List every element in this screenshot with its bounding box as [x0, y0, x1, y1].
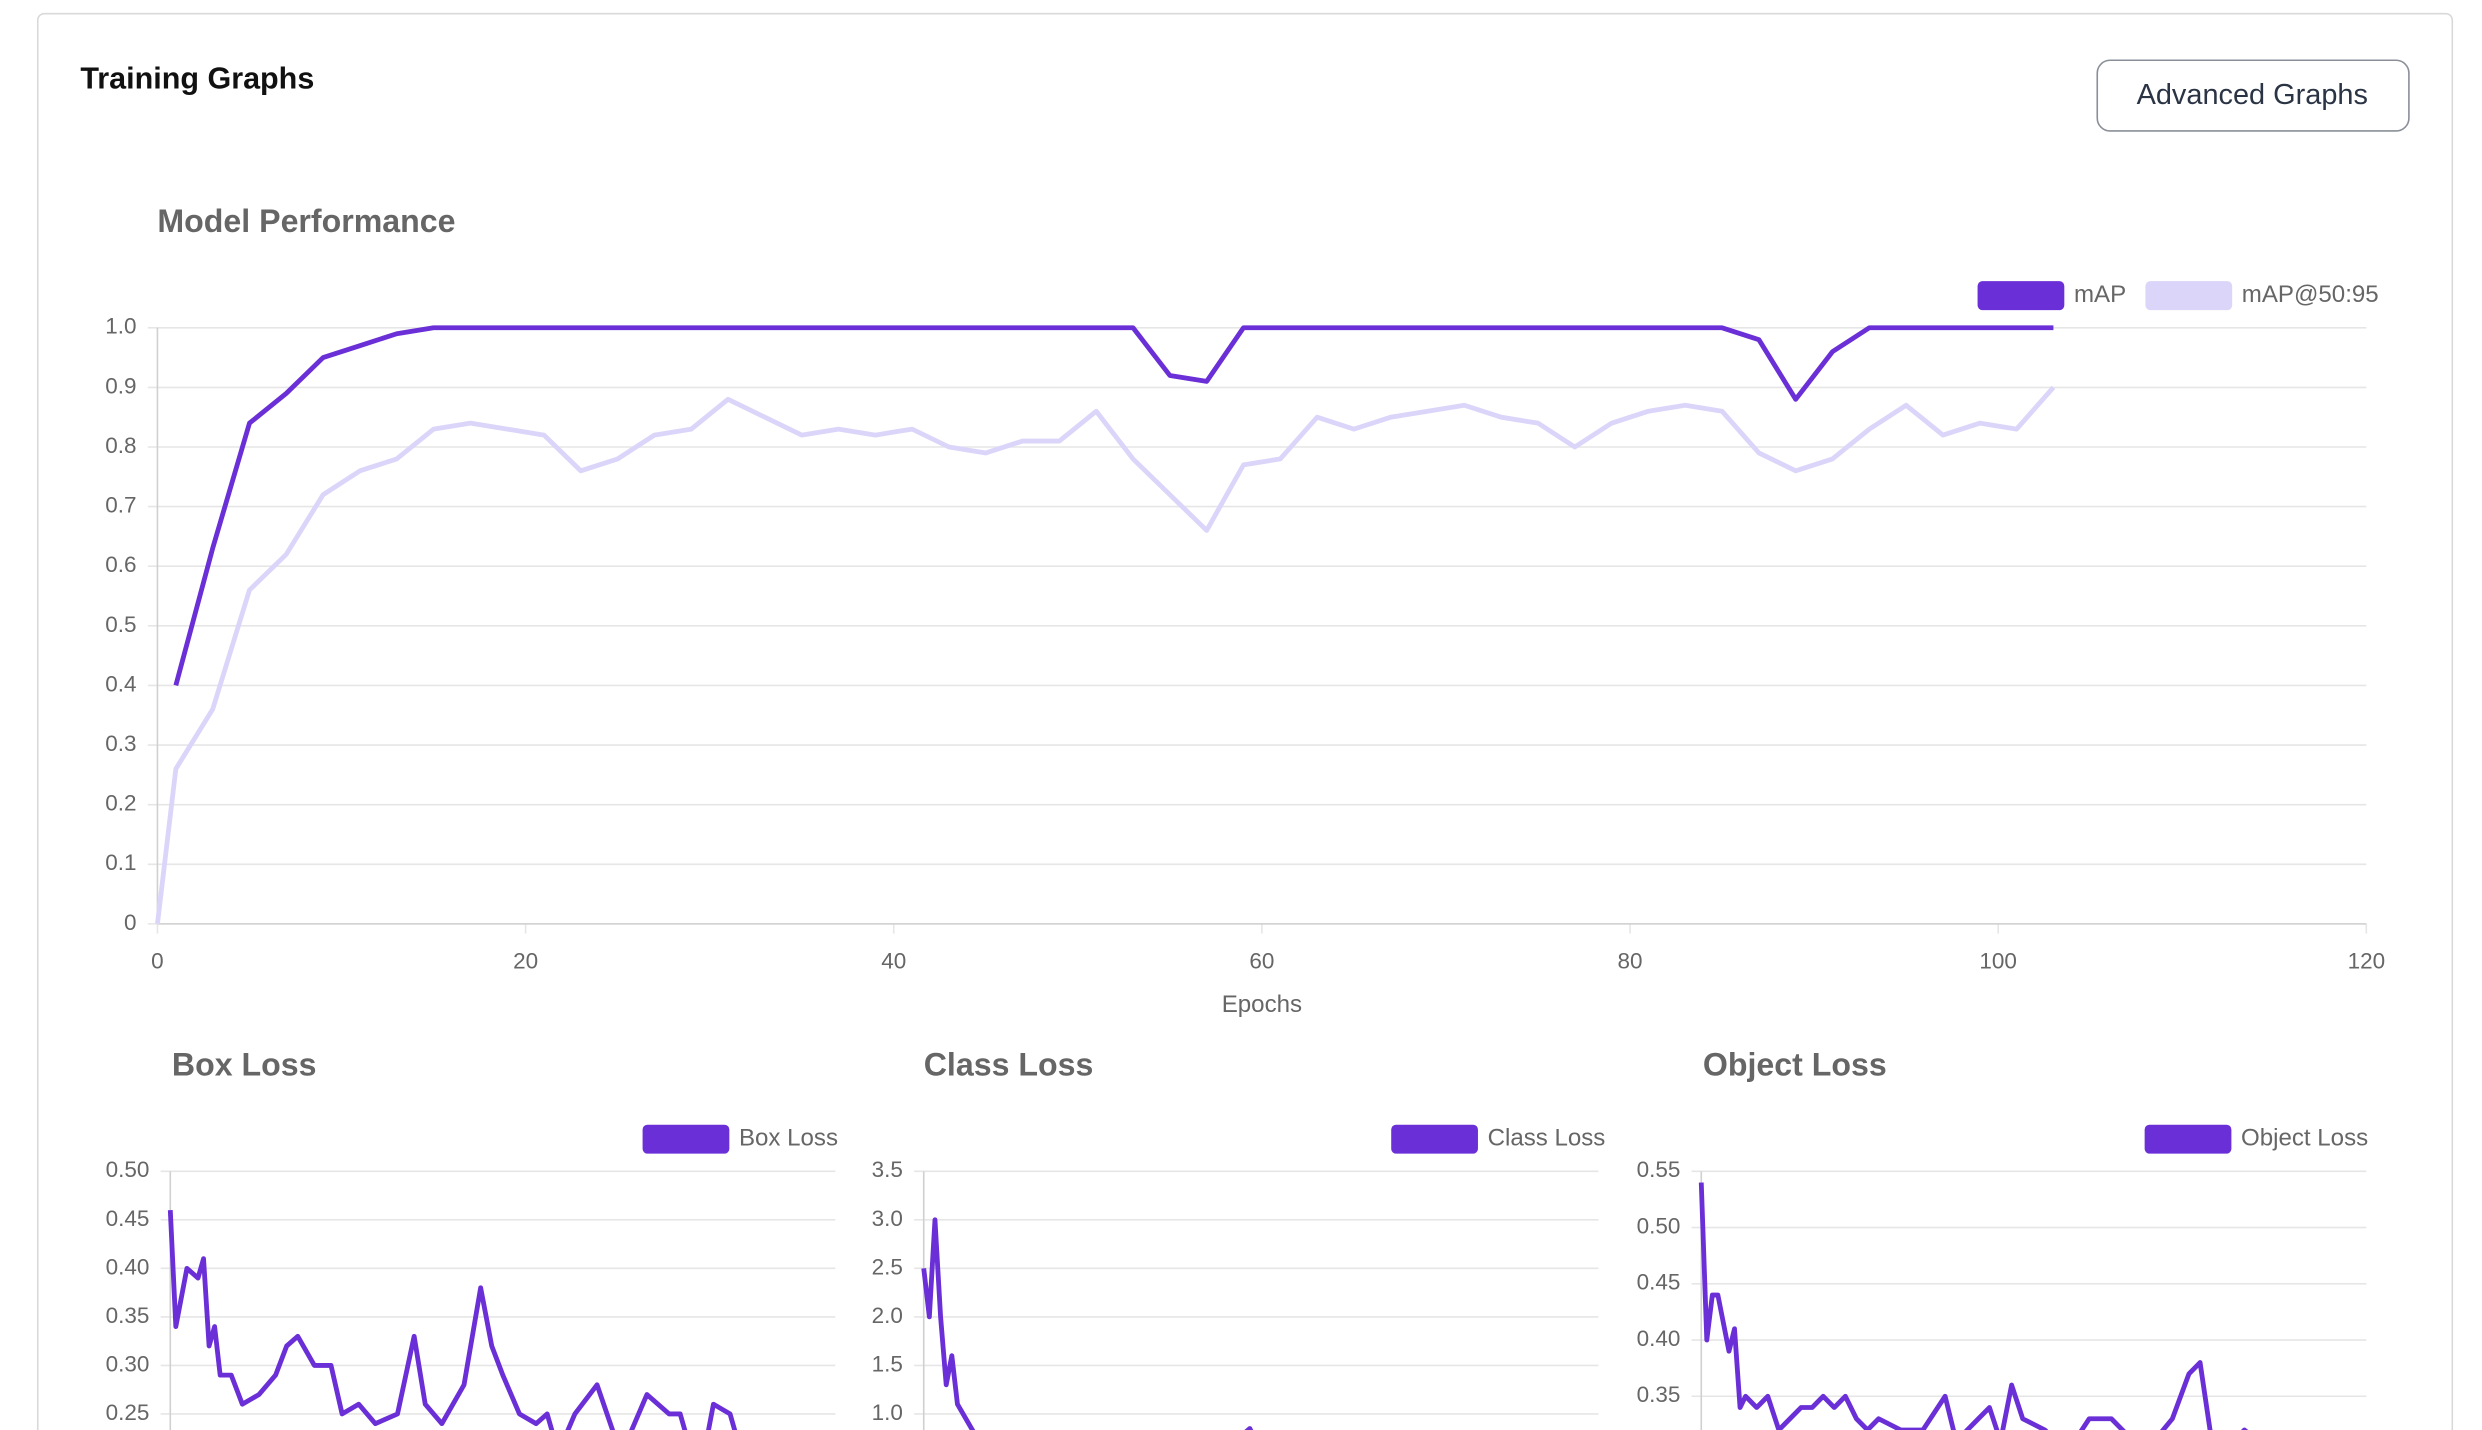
y-tick-label: 0.25 [106, 1400, 150, 1425]
legend-swatch [1391, 1124, 1478, 1154]
button-label[interactable]: Advanced Graphs [2137, 79, 2368, 111]
y-tick-label: 0.55 [1637, 1157, 1681, 1182]
series-line [1698, 1182, 2249, 1430]
y-tick-label: 0.7 [105, 493, 136, 518]
x-tick-label: 40 [881, 948, 906, 973]
y-tick-label: 2.5 [872, 1254, 903, 1279]
button-frame[interactable] [2096, 59, 2410, 132]
y-tick-label: 0.3 [105, 731, 136, 756]
chart-title: Class Loss [924, 1046, 1094, 1082]
y-tick-label: 0.50 [1637, 1213, 1681, 1238]
series-line [155, 385, 2056, 925]
legend-label: Box Loss [739, 1125, 838, 1152]
y-tick-label: 0.8 [105, 433, 136, 458]
y-tick-label: 0.35 [1637, 1382, 1681, 1407]
legend-label: mAP [2074, 281, 2126, 308]
y-tick-label: 0.2 [105, 791, 136, 816]
y-tick-label: 0.6 [105, 552, 136, 577]
y-tick-label: 0.35 [106, 1303, 150, 1328]
y-tick-label: 0.45 [1637, 1270, 1681, 1295]
legend-swatch [2145, 281, 2233, 311]
legend-swatch [642, 1124, 730, 1154]
legend-label: mAP@50:95 [2242, 281, 2379, 308]
y-tick-label: 0 [124, 910, 137, 935]
card [36, 12, 2454, 1430]
y-tick-label: 1.0 [105, 314, 136, 339]
y-tick-label: 0.40 [1637, 1326, 1681, 1351]
y-tick-label: 0.1 [105, 850, 136, 875]
legend-swatch [2144, 1124, 2232, 1154]
x-tick-label: 80 [1618, 948, 1643, 973]
x-tick-label: 0 [151, 948, 164, 973]
y-tick-label: 1.5 [872, 1351, 903, 1376]
legend-swatch [1977, 281, 2065, 311]
chart-title: Model Performance [157, 203, 455, 239]
chart-title: Box Loss [172, 1046, 317, 1082]
legend-label: Class Loss [1488, 1125, 1606, 1152]
legend-label: Object Loss [2241, 1125, 2368, 1152]
y-tick-label: 2.0 [872, 1303, 903, 1328]
series-line [167, 1210, 738, 1430]
y-tick-label: 0.45 [106, 1206, 150, 1231]
advanced-graphs-button[interactable]: Advanced Graphs [2096, 59, 2410, 132]
y-tick-label: 0.9 [105, 373, 136, 398]
y-tick-label: 0.40 [106, 1254, 150, 1279]
chart-title: Object Loss [1703, 1046, 1887, 1082]
y-tick-label: 3.0 [872, 1206, 903, 1231]
x-tick-label: 100 [1979, 948, 2017, 973]
y-tick-label: 0.30 [106, 1351, 150, 1376]
x-tick-label: 20 [513, 948, 538, 973]
x-axis-label: Epochs [1222, 991, 1302, 1018]
y-tick-label: 0.4 [105, 671, 136, 696]
series-line [921, 1217, 1254, 1430]
x-tick-label: 60 [1249, 948, 1274, 973]
y-tick-label: 0.5 [105, 612, 136, 637]
x-tick-label: 120 [2348, 948, 2386, 973]
y-tick-label: 0.50 [106, 1157, 150, 1182]
series-line [173, 325, 2054, 687]
y-tick-label: 3.5 [872, 1157, 903, 1182]
y-tick-label: 1.0 [872, 1400, 903, 1425]
panel-title: Training Graphs [80, 61, 314, 95]
